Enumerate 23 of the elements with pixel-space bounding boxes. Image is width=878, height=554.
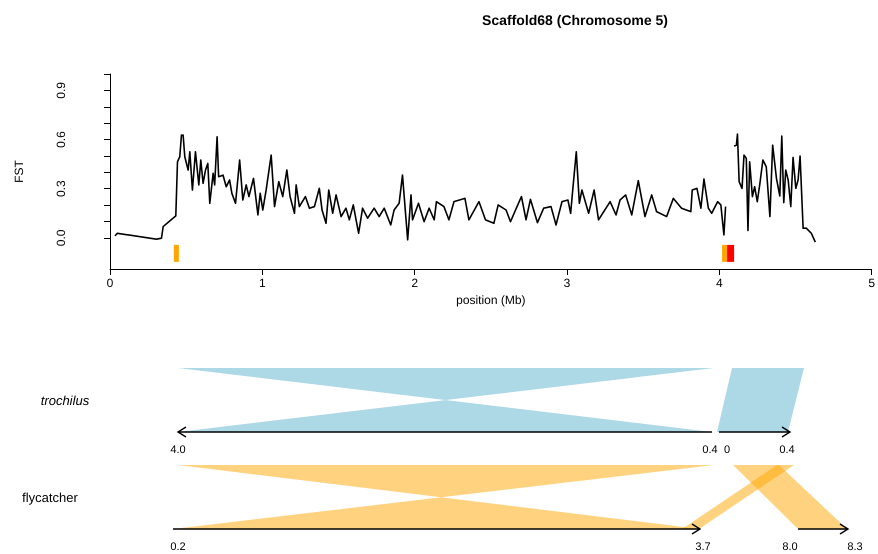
text: 4.0 <box>170 444 186 456</box>
text: trochilus <box>40 393 90 408</box>
chart-title: Scaffold68 (Chromosome 5) <box>482 12 668 28</box>
x-tick-label: 2 <box>411 276 418 290</box>
x-tick-label: 0 <box>106 276 114 290</box>
y-tick-label: 0.0 <box>54 229 68 246</box>
text: 3.7 <box>695 541 711 553</box>
text: 8.3 <box>847 541 863 553</box>
x-axis-title: position (Mb) <box>456 292 526 307</box>
text: 0.2 <box>170 541 186 553</box>
y-tick-label: 0.6 <box>54 130 68 148</box>
y-axis-title: FST <box>12 160 26 183</box>
x-tick-label: 1 <box>258 276 266 290</box>
x-tick-label: 5 <box>868 276 876 290</box>
y-tick-label: 0.3 <box>54 180 68 198</box>
text: 0.4 <box>702 444 718 456</box>
text: 8.0 <box>782 541 798 553</box>
text: 0 <box>724 444 730 456</box>
x-tick-label: 3 <box>564 276 571 290</box>
text: 0.4 <box>779 444 795 456</box>
y-tick-label: 0.9 <box>54 82 68 99</box>
text: flycatcher <box>22 490 78 505</box>
x-tick-label: 4 <box>716 276 723 290</box>
